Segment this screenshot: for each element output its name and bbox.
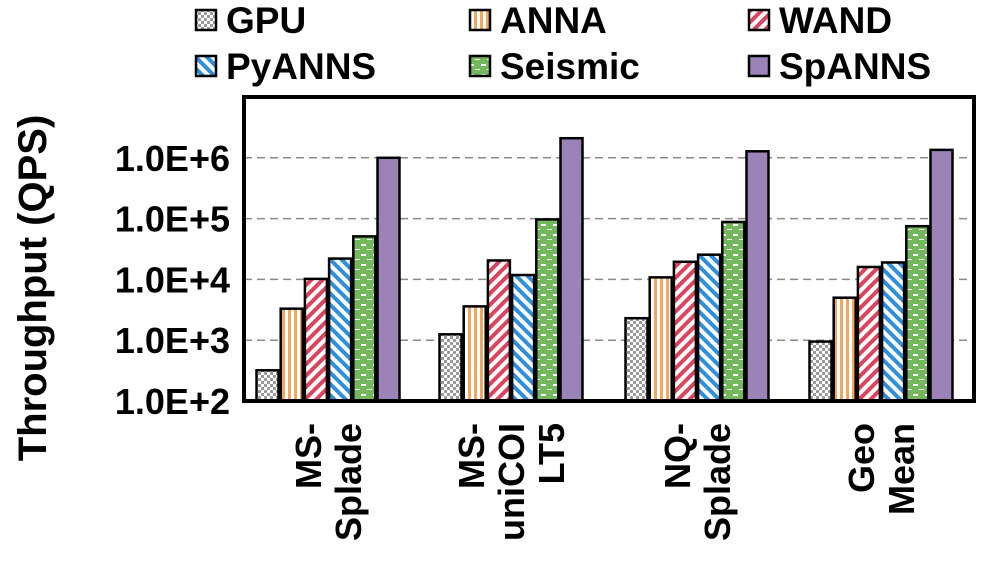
bar-seismic-2 xyxy=(535,218,560,403)
bar-spanns-4 xyxy=(929,148,954,403)
x-category-label: LT5 xyxy=(531,423,572,484)
bar-pyanns-1 xyxy=(327,257,353,403)
bar-seismic-1 xyxy=(352,235,377,403)
bar-anna-3 xyxy=(648,276,673,403)
bar-spanns-1 xyxy=(376,156,401,403)
legend-label-gpu: GPU xyxy=(226,0,306,41)
bar-wand-1 xyxy=(303,277,329,403)
bar-wand-4 xyxy=(856,265,882,403)
bar-gpu-2 xyxy=(438,333,463,403)
bar-gpu-3 xyxy=(624,316,649,403)
bars xyxy=(255,136,954,403)
bar-anna-1 xyxy=(279,307,304,403)
bar-seismic-4 xyxy=(905,224,930,403)
y-tick-label: 1.0E+2 xyxy=(115,381,230,422)
x-axis-categories: MS- Splade MS-uniCOI LT5 NQ- Splade Geo Mean xyxy=(288,423,922,541)
legend-swatch-wand xyxy=(747,8,771,32)
x-category-label: uniCOI xyxy=(491,423,532,541)
legend-label-wand: WAND xyxy=(779,0,892,41)
y-axis-label: Throughput (QPS) xyxy=(11,115,55,462)
y-axis-ticks: 1.0E+2 1.0E+3 1.0E+4 1.0E+5 1.0E+6 xyxy=(115,138,230,422)
bar-spanns-3 xyxy=(745,150,770,403)
bar-wand-3 xyxy=(672,260,698,403)
legend: GPU ANNA WAND PyANNS Seismic SpANNS xyxy=(194,0,931,87)
y-tick-label: 1.0E+3 xyxy=(115,320,230,361)
legend-swatch-anna xyxy=(468,8,492,32)
bar-pyanns-3 xyxy=(696,253,722,403)
bar-anna-4 xyxy=(832,296,857,403)
bar-pyanns-4 xyxy=(880,261,906,403)
x-category-label: Geo xyxy=(841,423,882,493)
bar-anna-2 xyxy=(462,305,487,403)
legend-label-anna: ANNA xyxy=(500,0,607,41)
x-category-label: Splade xyxy=(328,423,369,541)
plot-frame xyxy=(242,95,976,403)
x-category-label: MS- xyxy=(451,423,492,489)
legend-label-pyanns: PyANNS xyxy=(226,46,376,87)
bar-gpu-4 xyxy=(808,340,833,403)
legend-label-seismic: Seismic xyxy=(500,46,640,87)
bar-wand-2 xyxy=(486,259,512,403)
y-tick-label: 1.0E+5 xyxy=(115,199,230,240)
legend-swatch-gpu xyxy=(194,8,218,32)
bar-gpu-1 xyxy=(255,369,280,403)
x-category-label: Splade xyxy=(697,423,738,541)
bar-seismic-3 xyxy=(721,220,746,403)
y-tick-label: 1.0E+6 xyxy=(115,138,230,179)
legend-swatch-spanns xyxy=(747,54,771,78)
x-category-label: MS- xyxy=(288,423,329,489)
y-tick-label: 1.0E+4 xyxy=(115,259,230,300)
legend-label-spanns: SpANNS xyxy=(779,46,931,87)
x-category-label: NQ- xyxy=(657,423,698,489)
legend-swatch-pyanns xyxy=(194,54,218,78)
bar-pyanns-2 xyxy=(510,273,536,403)
bar-spanns-2 xyxy=(559,136,584,403)
legend-swatch-seismic xyxy=(468,54,492,78)
x-category-label: Mean xyxy=(881,423,922,515)
